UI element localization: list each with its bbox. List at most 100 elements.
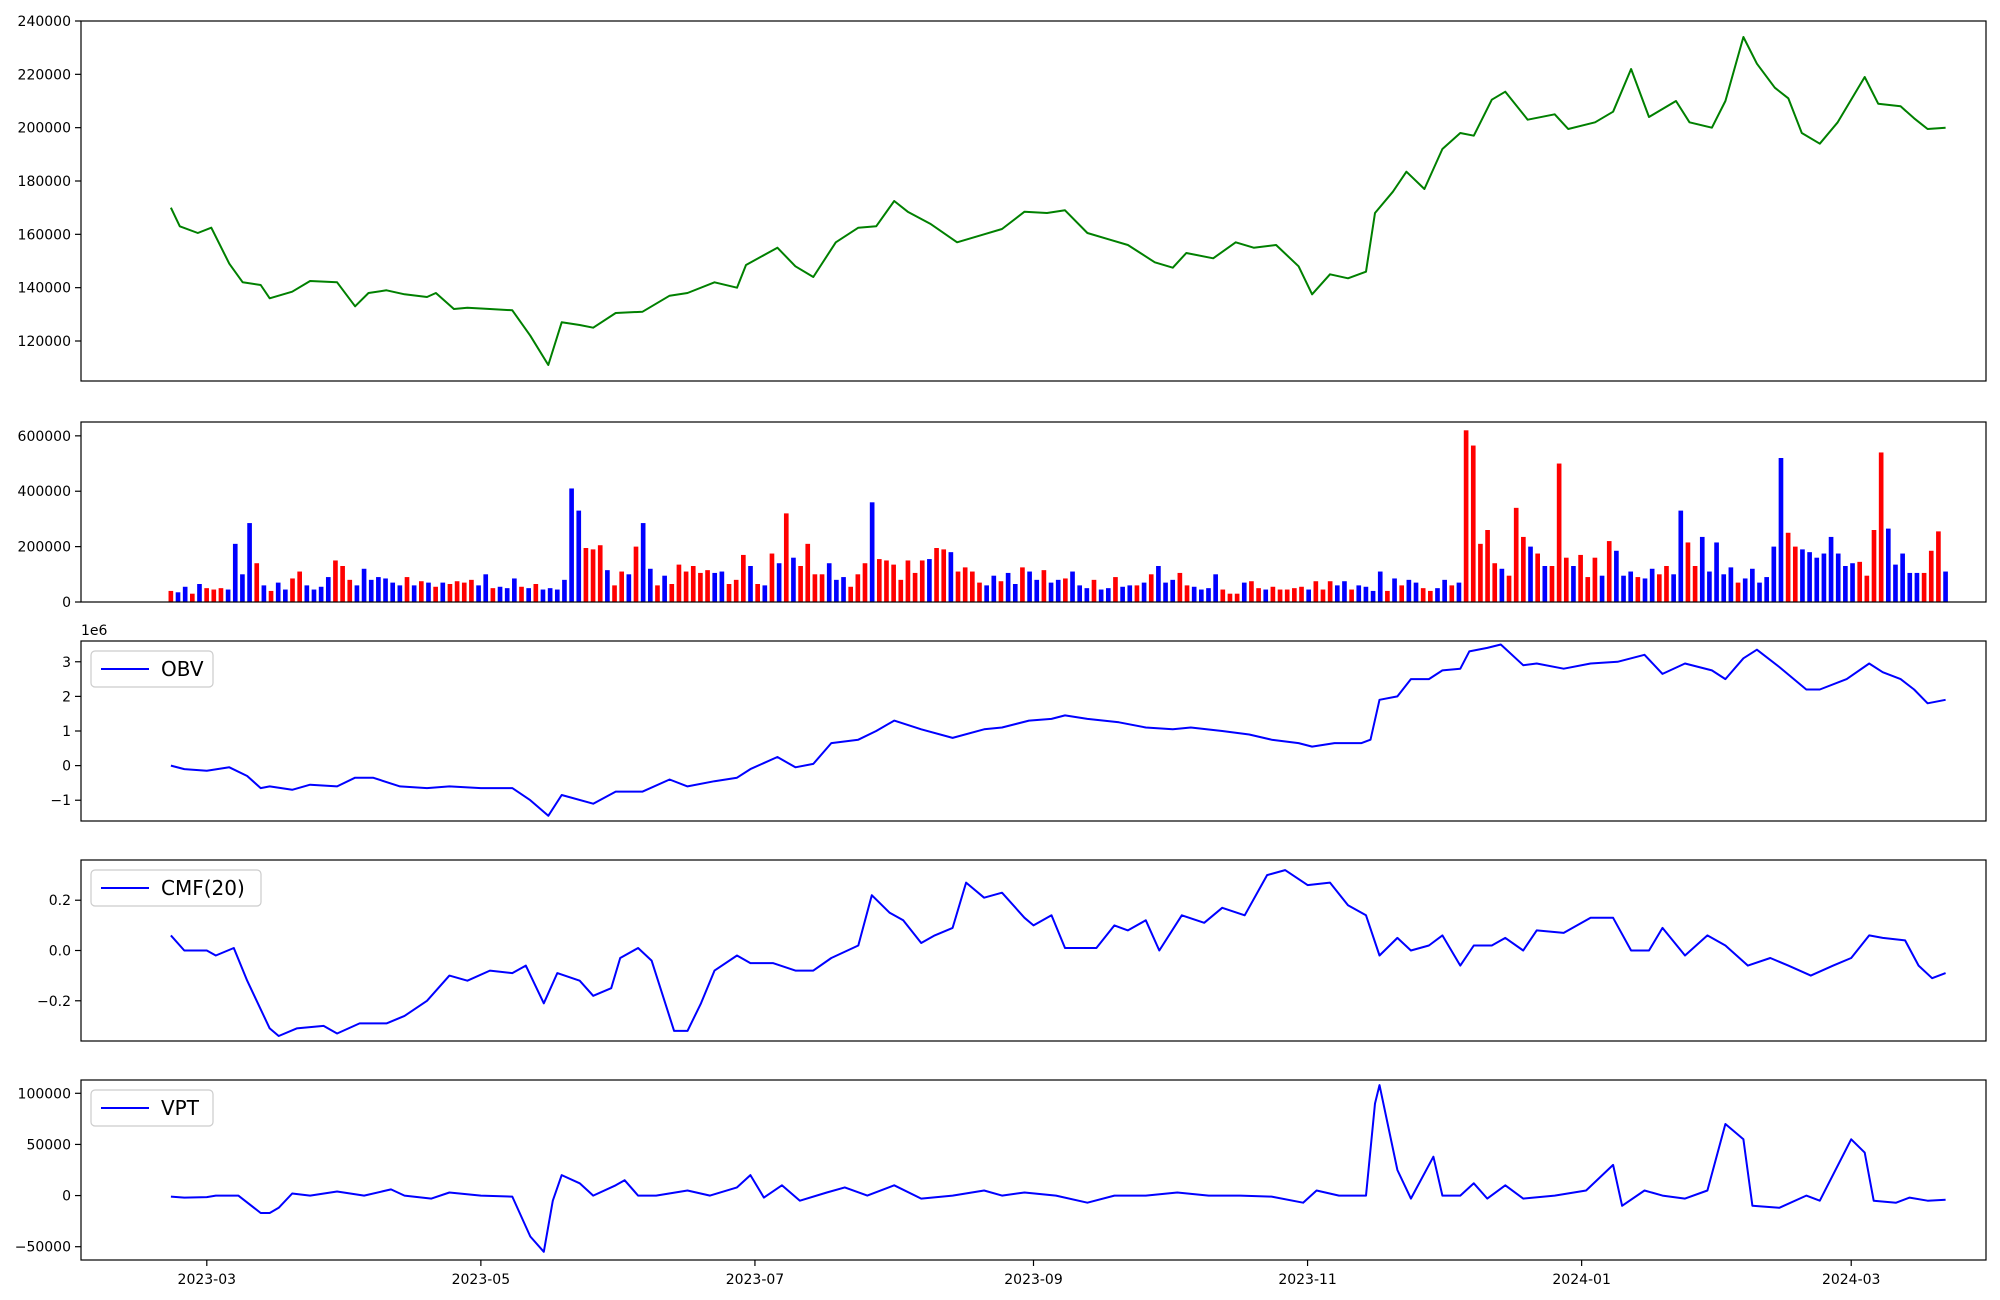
volume-bar bbox=[605, 570, 610, 602]
volume-bar bbox=[1349, 589, 1354, 602]
volume-bar bbox=[547, 588, 553, 602]
volume-bar bbox=[290, 578, 295, 602]
volume-bar bbox=[1241, 582, 1247, 602]
volume-bar bbox=[626, 574, 632, 602]
volume-bar bbox=[333, 560, 338, 602]
volume-bar bbox=[1850, 563, 1855, 602]
axes-frame bbox=[80, 640, 1987, 822]
volume-bar bbox=[633, 546, 639, 602]
volume-bar bbox=[1535, 553, 1540, 602]
volume-bar bbox=[1678, 510, 1684, 602]
volume-bar bbox=[1320, 589, 1326, 602]
volume-bar bbox=[1034, 579, 1040, 602]
volume-bar bbox=[1649, 568, 1655, 602]
volume-bar bbox=[1893, 564, 1898, 602]
volume-bar bbox=[533, 584, 539, 602]
x-tick-label: 2023-09 bbox=[1004, 1272, 1063, 1288]
y-tick-label: 3 bbox=[62, 655, 71, 671]
price-panel: 120000 140000 160000 180000 200000 220000 2400… bbox=[18, 14, 1987, 382]
volume-bar bbox=[383, 578, 388, 602]
volume-bar bbox=[783, 513, 789, 602]
volume-bar bbox=[1063, 578, 1068, 602]
volume-bar bbox=[1828, 536, 1834, 602]
volume-bar bbox=[1599, 575, 1605, 602]
volume-bar bbox=[1864, 575, 1870, 602]
volume-bar bbox=[1485, 530, 1490, 602]
volume-bar bbox=[168, 590, 174, 602]
volume-bar bbox=[1420, 588, 1426, 602]
volume-bar bbox=[1435, 588, 1440, 602]
volume-bar bbox=[1699, 536, 1705, 602]
vpt-panel: −50000 0 50000 100000 VPT 2023-03 2023-05 2023-… bbox=[15, 1079, 1987, 1288]
volume-bar bbox=[612, 585, 617, 602]
volume-bar bbox=[1556, 463, 1562, 602]
volume-bar bbox=[190, 593, 195, 602]
volume-bar bbox=[1206, 588, 1211, 602]
axes-frame bbox=[80, 859, 1987, 1042]
volume-bar bbox=[1778, 458, 1784, 602]
volume-bar bbox=[1234, 593, 1240, 602]
volume-bar bbox=[1771, 546, 1777, 602]
volume-bar bbox=[841, 577, 846, 602]
volume-bar bbox=[970, 571, 975, 602]
volume-bar bbox=[1671, 574, 1676, 602]
volume-bar bbox=[1764, 577, 1769, 602]
volume-bar bbox=[1012, 584, 1018, 602]
volume-bar bbox=[1578, 554, 1583, 602]
series-line bbox=[170, 869, 1946, 1037]
volume-bar bbox=[175, 592, 181, 602]
volume-bar bbox=[884, 560, 889, 602]
volume-bar bbox=[1442, 579, 1447, 602]
volume-bar bbox=[426, 582, 431, 602]
y-tick-label: 140000 bbox=[18, 281, 71, 297]
volume-bar bbox=[1563, 557, 1569, 602]
volume-bar bbox=[1227, 593, 1233, 602]
volume-bar bbox=[1571, 566, 1576, 602]
volume-bar bbox=[1385, 590, 1390, 602]
volume-bar bbox=[812, 574, 818, 602]
volume-bar bbox=[540, 589, 546, 602]
obv-panel: −1 0 1 2 3 1e6 OBV bbox=[50, 623, 1987, 822]
volume-bar bbox=[1306, 589, 1311, 602]
y-tick-label: 0.2 bbox=[49, 893, 71, 909]
volume-bar bbox=[204, 588, 209, 602]
volume-bar bbox=[232, 543, 238, 602]
volume-bar bbox=[1334, 585, 1340, 602]
volume-bar bbox=[225, 589, 231, 602]
volume-bar bbox=[1313, 581, 1319, 602]
volume-bar bbox=[848, 586, 854, 602]
series-line bbox=[169, 36, 1946, 366]
cmf-panel: −0.2 0.0 0.2 CMF(20) bbox=[37, 859, 1987, 1042]
volume-bar bbox=[712, 572, 718, 602]
volume-bar bbox=[676, 564, 682, 602]
volume-bar bbox=[1077, 585, 1083, 602]
volume-bar bbox=[368, 579, 374, 602]
volume-bar bbox=[948, 552, 954, 602]
volume-bar bbox=[569, 488, 574, 602]
volume-bar bbox=[1606, 541, 1612, 602]
volume-bar bbox=[1327, 581, 1333, 602]
volume-bar bbox=[247, 523, 252, 602]
x-tick-label: 2024-01 bbox=[1552, 1272, 1611, 1288]
volume-bar bbox=[1263, 589, 1269, 602]
volume-bar bbox=[927, 559, 932, 602]
volume-bar bbox=[1199, 589, 1204, 602]
volume-bar bbox=[1821, 553, 1827, 602]
y-tick-label: −50000 bbox=[15, 1240, 71, 1256]
volume-bar bbox=[1399, 585, 1405, 602]
volume-bar bbox=[1048, 582, 1054, 602]
legend-label: VPT bbox=[161, 1096, 200, 1120]
y-tick-label: 160000 bbox=[18, 227, 71, 243]
volume-bar bbox=[483, 574, 489, 602]
volume-bar bbox=[1091, 579, 1097, 602]
volume-bar bbox=[440, 582, 446, 602]
volume-bar bbox=[347, 579, 353, 602]
volume-bar bbox=[397, 585, 403, 602]
volume-bar bbox=[554, 589, 560, 602]
volume-bar bbox=[862, 563, 868, 602]
x-tick-label: 2023-05 bbox=[452, 1272, 511, 1288]
volume-bar bbox=[1814, 557, 1820, 602]
volume-bar bbox=[519, 586, 524, 602]
volume-bar bbox=[791, 557, 796, 602]
volume-bar bbox=[1921, 572, 1927, 602]
